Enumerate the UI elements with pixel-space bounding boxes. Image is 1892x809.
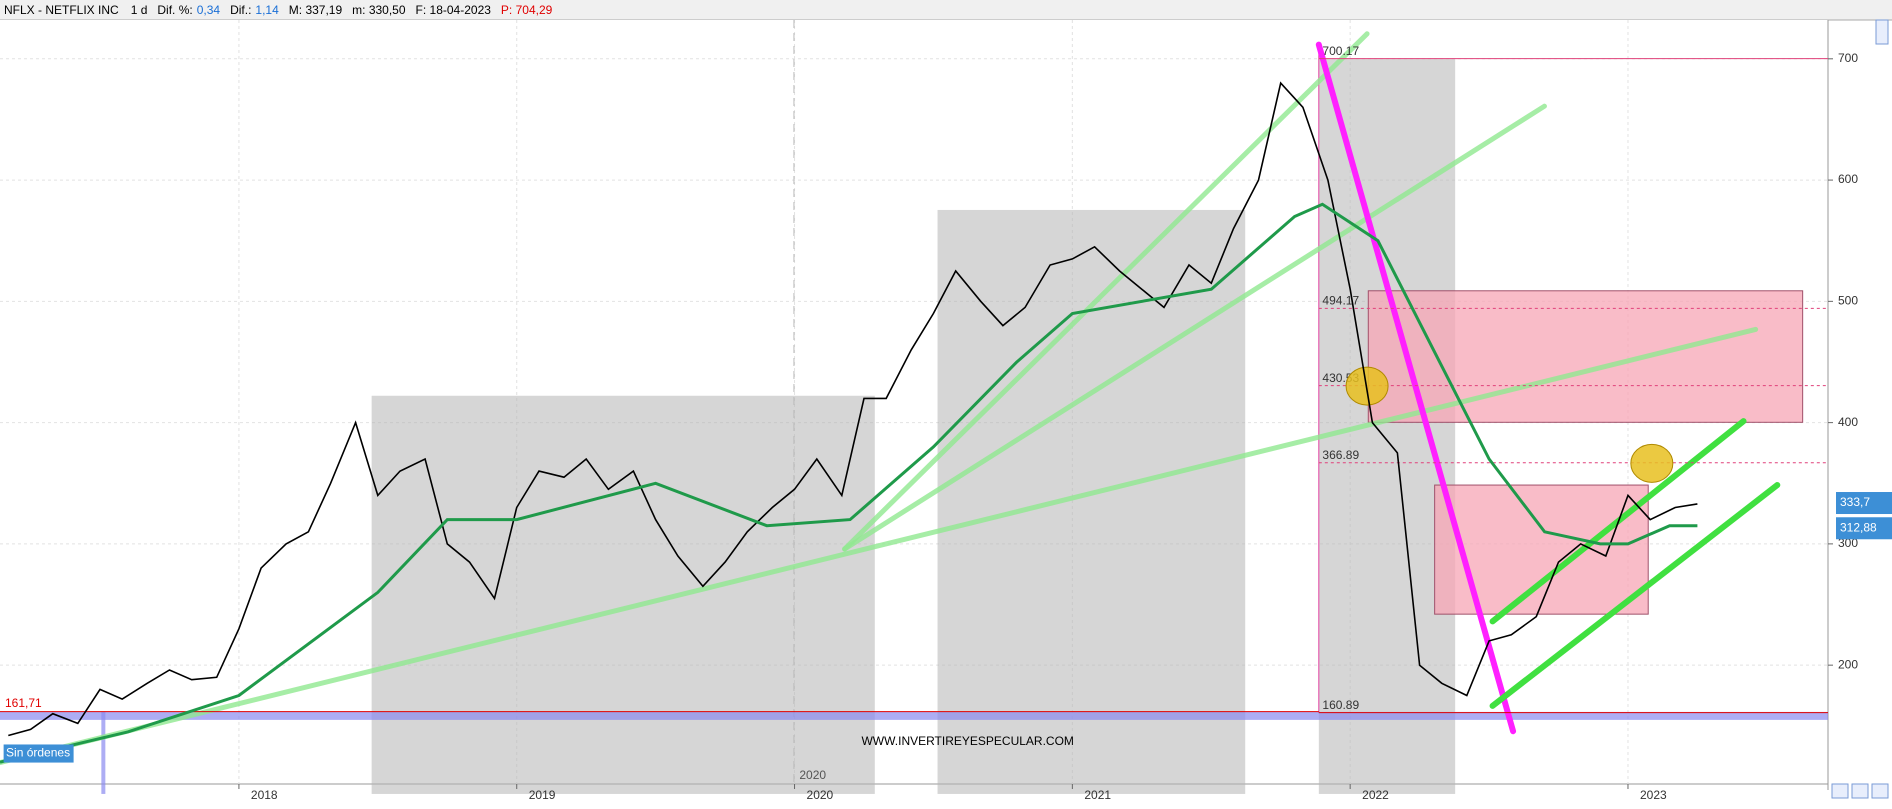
zone bbox=[371, 395, 875, 794]
moving-average bbox=[0, 202, 1698, 764]
x-tick-label: 2023 bbox=[1640, 788, 1667, 802]
tool-button[interactable] bbox=[1871, 783, 1889, 799]
zone bbox=[937, 209, 1246, 794]
channel-line bbox=[1489, 482, 1781, 709]
support-band bbox=[101, 711, 106, 794]
y-tick-label: 600 bbox=[1838, 172, 1858, 186]
y-tick-label: 400 bbox=[1838, 415, 1858, 429]
trend-line bbox=[1315, 41, 1517, 735]
trend-line bbox=[842, 103, 1547, 552]
level-label: 366.89 bbox=[1322, 448, 1359, 462]
orders-box bbox=[3, 744, 74, 763]
x-tick-label: 2019 bbox=[529, 788, 556, 802]
y-tick-label: 500 bbox=[1838, 294, 1858, 308]
support-band bbox=[0, 711, 1828, 720]
x-tick-label: 2021 bbox=[1084, 788, 1111, 802]
zone bbox=[1367, 290, 1804, 423]
tool-button[interactable] bbox=[1851, 783, 1869, 799]
trend-line bbox=[842, 31, 1370, 552]
y-tick-label: 300 bbox=[1838, 536, 1858, 550]
x-tick-label: 2020 bbox=[807, 788, 834, 802]
header-item: Dif.: bbox=[230, 3, 251, 17]
level-label: 161,71 bbox=[5, 696, 42, 710]
trend-line bbox=[0, 326, 1759, 766]
marks bbox=[0, 81, 1698, 764]
header-item: Dif. %: bbox=[157, 3, 192, 17]
y-tick-label: 200 bbox=[1838, 657, 1858, 671]
x-tick-label: 2018 bbox=[251, 788, 278, 802]
header-item: F: 18-04-2023 bbox=[416, 3, 492, 17]
header-item: P: 704,29 bbox=[501, 3, 553, 17]
x-tick-label: 2022 bbox=[1362, 788, 1389, 802]
header-bar bbox=[0, 0, 1892, 20]
price-line bbox=[8, 81, 1698, 737]
price-tag-label: 333,7 bbox=[1840, 495, 1870, 509]
level-label: 160.89 bbox=[1322, 698, 1359, 712]
scroll-button[interactable] bbox=[1875, 19, 1889, 45]
level-label: 494.17 bbox=[1322, 294, 1359, 308]
header-item: 1,14 bbox=[255, 3, 279, 17]
watermark: WWW.INVERTIREYESPECULAR.COM bbox=[861, 734, 1073, 748]
axis-extra-label: 2020 bbox=[799, 768, 826, 782]
header-item: 0,34 bbox=[197, 3, 221, 17]
symbol-title: NFLX - NETFLIX INC bbox=[4, 3, 119, 17]
header-item: M: 337,19 bbox=[289, 3, 343, 17]
level-label: 700.17 bbox=[1322, 44, 1359, 58]
price-tag-label: 312,88 bbox=[1840, 520, 1877, 534]
orders-label: Sin órdenes bbox=[6, 746, 70, 760]
zone bbox=[1434, 484, 1649, 615]
header-item: m: 330,50 bbox=[352, 3, 406, 17]
highlight-circle bbox=[1630, 443, 1674, 483]
price-tag bbox=[1836, 492, 1892, 515]
y-tick-label: 700 bbox=[1838, 51, 1858, 65]
header-item: 1 d bbox=[131, 3, 148, 17]
zone bbox=[1318, 59, 1456, 794]
tool-button[interactable] bbox=[1831, 783, 1849, 799]
price-tag bbox=[1836, 517, 1892, 540]
